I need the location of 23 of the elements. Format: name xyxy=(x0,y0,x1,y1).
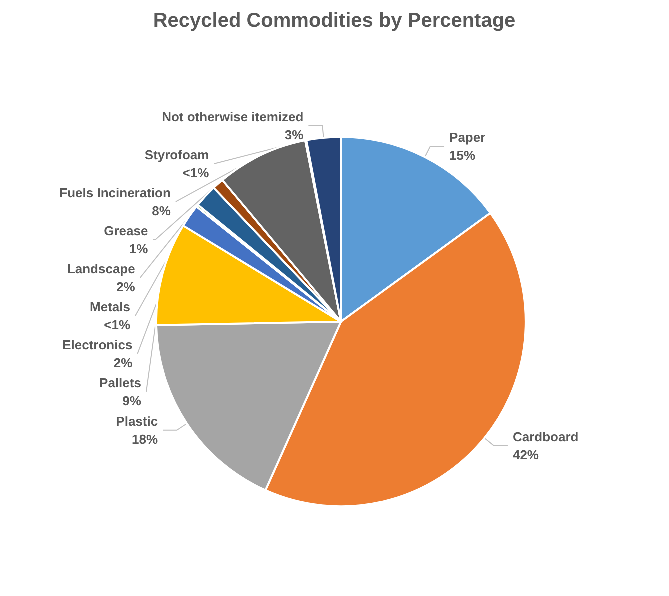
data-label: 2% xyxy=(114,355,134,370)
slice-label: Fuels Incineration xyxy=(60,185,171,200)
data-label: <1% xyxy=(182,165,210,180)
slice-label: Landscape xyxy=(67,261,136,276)
slice-label: Cardboard xyxy=(512,429,579,444)
slice-label: Paper xyxy=(450,130,486,146)
data-label: 9% xyxy=(122,393,142,408)
slice-label: Styrofoam xyxy=(144,147,210,162)
slice-label: Metals xyxy=(90,299,131,314)
data-label: 15% xyxy=(450,148,476,164)
data-label: 8% xyxy=(152,203,172,218)
chart-title: Recycled Commodities by Percentage xyxy=(153,10,516,32)
slice-label: Plastic xyxy=(116,414,158,429)
data-label: 1% xyxy=(129,241,149,256)
data-label: 3% xyxy=(284,127,304,142)
data-label: 18% xyxy=(132,432,159,447)
slice-label: Grease xyxy=(104,223,148,238)
slice-label: Pallets xyxy=(100,375,142,390)
slice-label: Electronics xyxy=(62,337,133,352)
data-label: 42% xyxy=(512,447,540,462)
slice-label: Not otherwise itemized xyxy=(162,109,304,124)
data-label: 2% xyxy=(116,279,136,294)
data-label: <1% xyxy=(104,317,131,332)
